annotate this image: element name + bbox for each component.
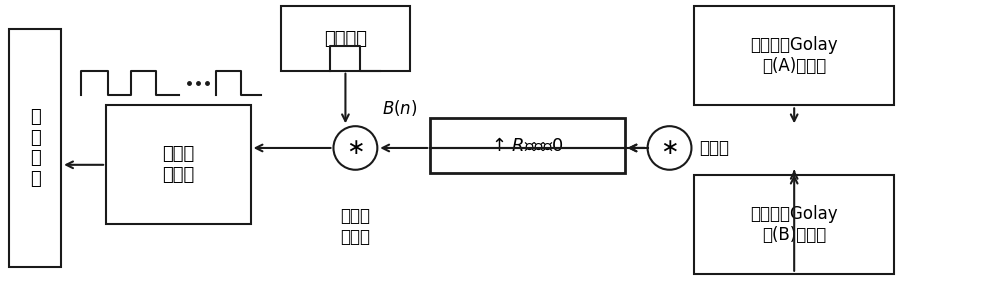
Bar xyxy=(9,29,61,267)
Bar xyxy=(106,105,251,224)
Text: 卷积器: 卷积器 xyxy=(699,139,729,157)
Text: 正交互补Golay
码(B)合成器: 正交互补Golay 码(B)合成器 xyxy=(750,205,838,244)
Text: 正交互补Golay
码(A)合成器: 正交互补Golay 码(A)合成器 xyxy=(750,37,838,75)
Bar xyxy=(430,118,625,173)
Text: $B(n)$: $B(n)$ xyxy=(382,98,418,118)
Text: 标准基波: 标准基波 xyxy=(324,30,367,48)
Text: 时序映
射电路: 时序映 射电路 xyxy=(162,145,195,184)
Text: ↑ $R$倍内插0: ↑ $R$倍内插0 xyxy=(491,137,564,155)
Text: ∗: ∗ xyxy=(660,138,679,158)
Bar xyxy=(694,6,894,105)
Text: 发
射
系
统: 发 射 系 统 xyxy=(30,108,41,188)
Text: 卷积器
调相器: 卷积器 调相器 xyxy=(340,207,370,246)
Bar xyxy=(281,6,410,71)
Text: ∗: ∗ xyxy=(346,138,365,158)
Bar xyxy=(694,175,894,274)
